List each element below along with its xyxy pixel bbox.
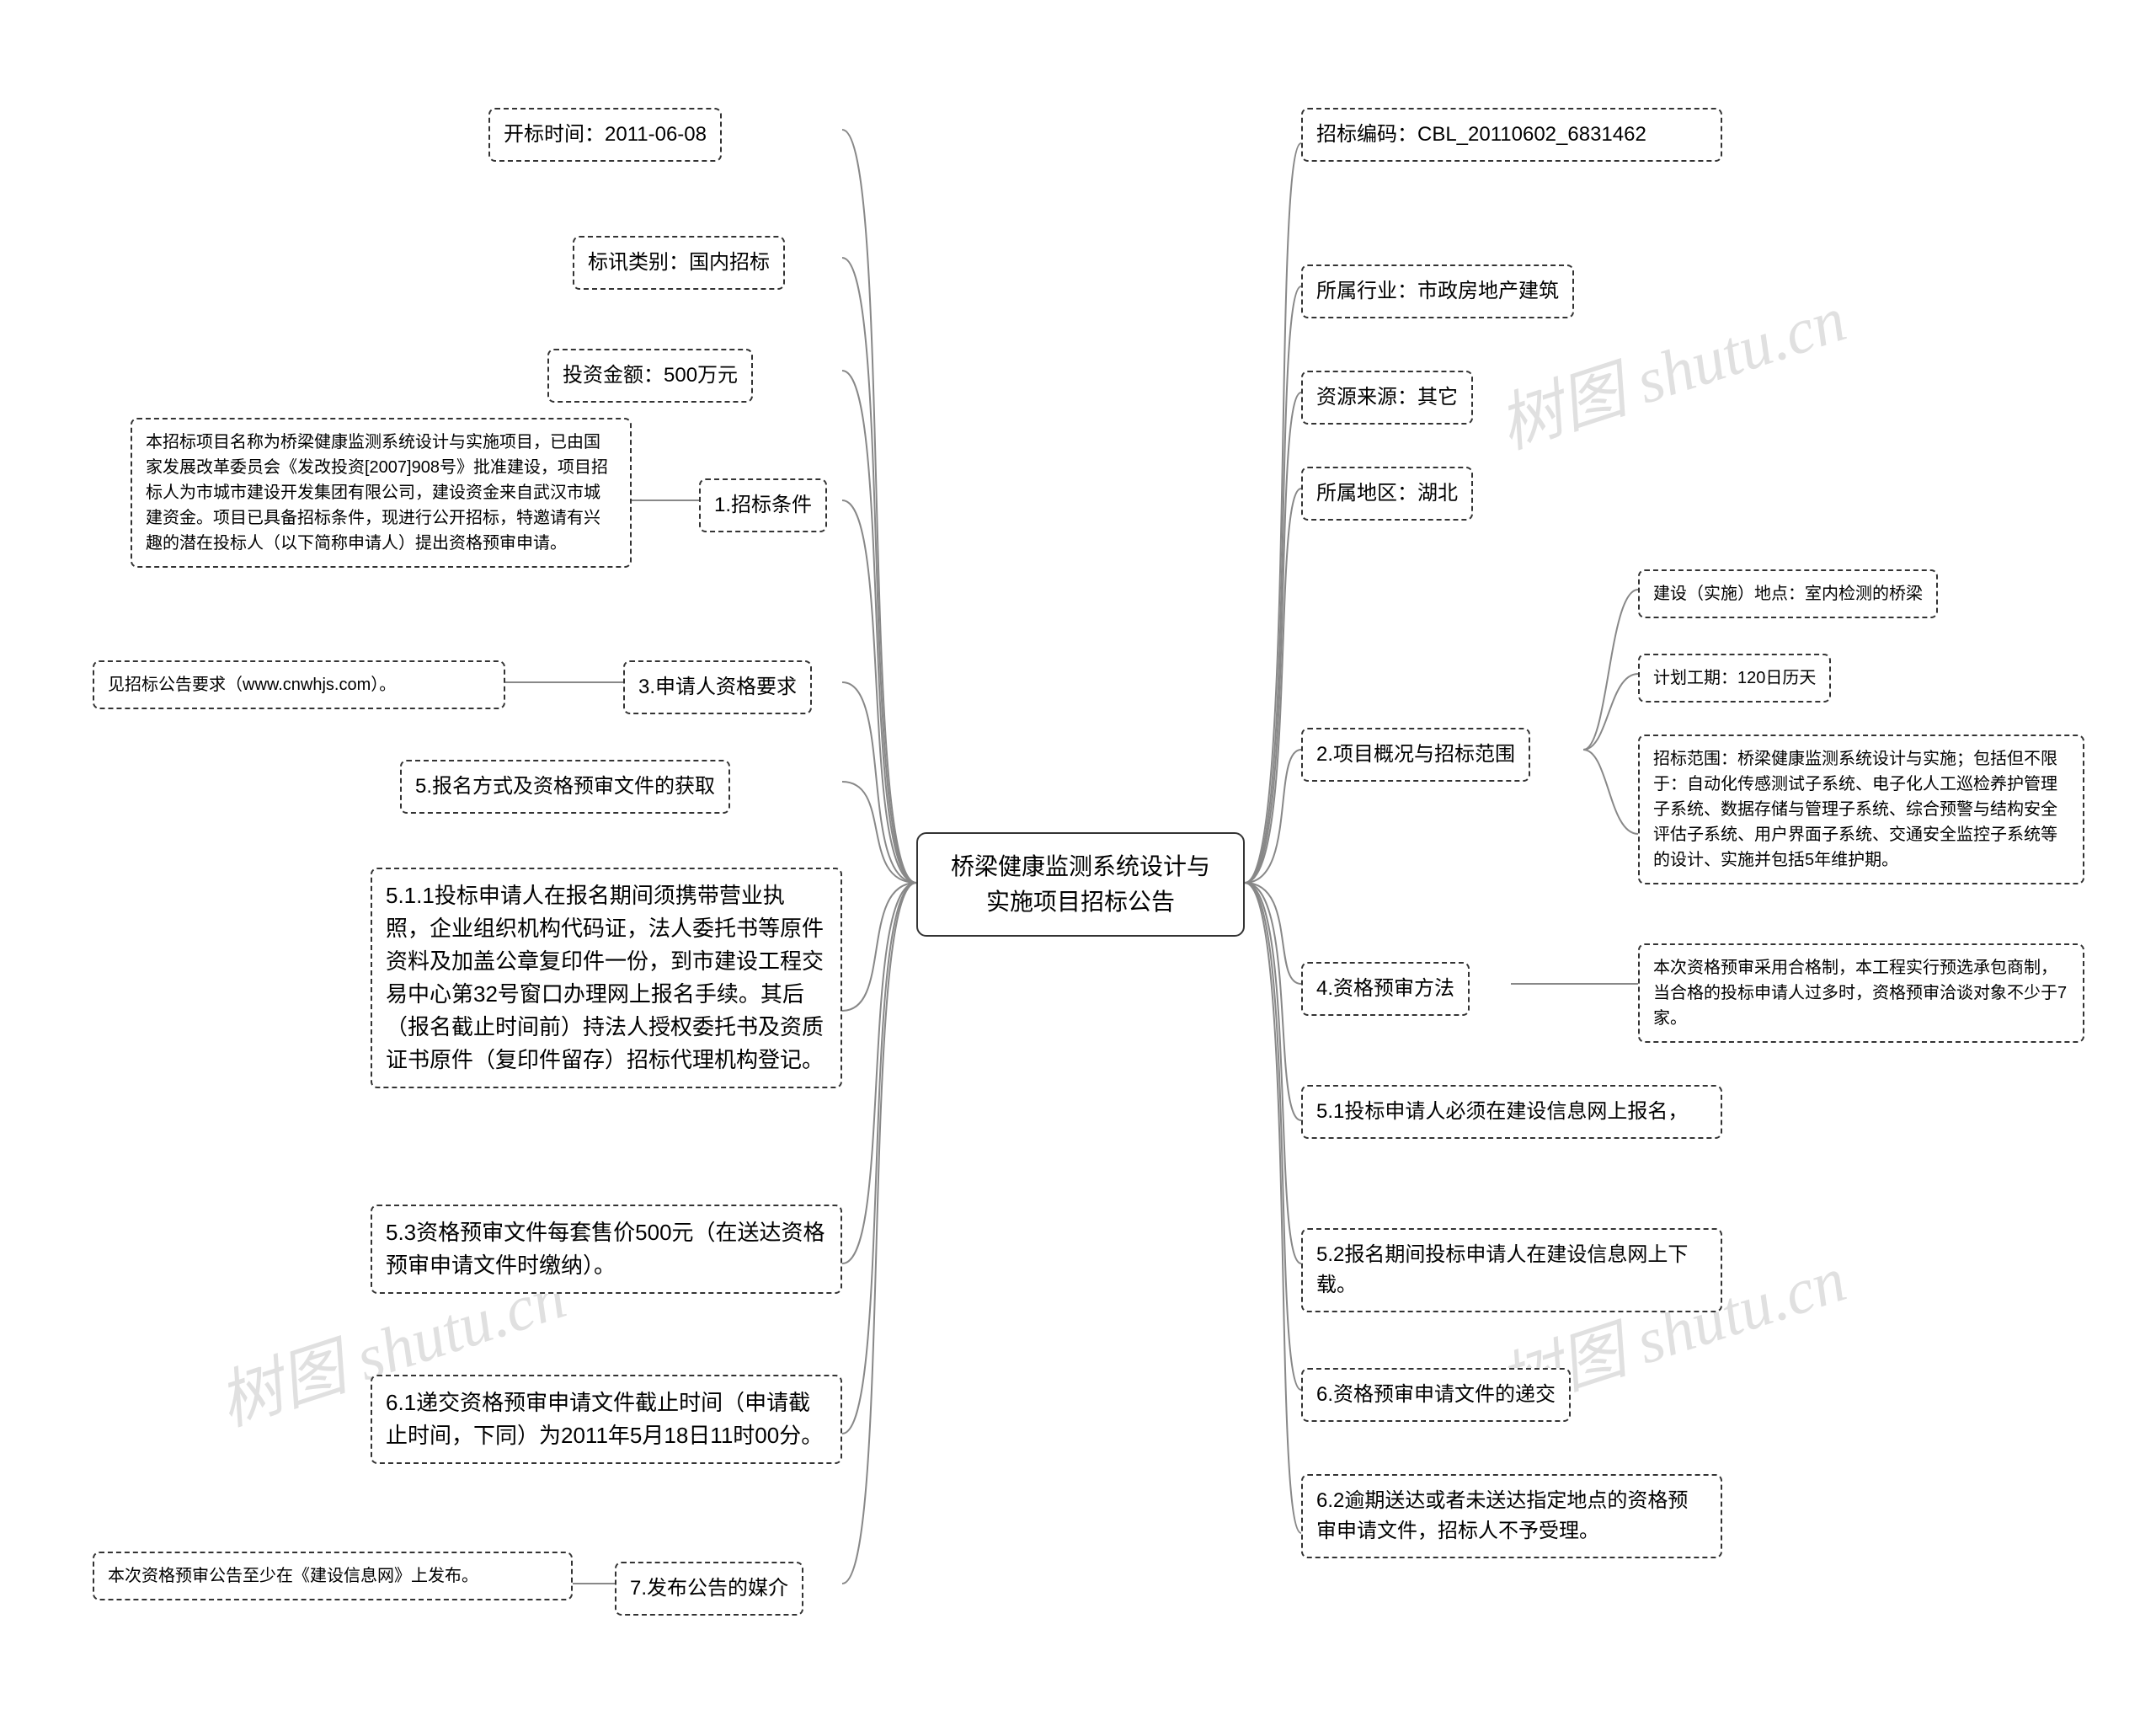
section6-title: 6.资格预审申请文件的递交 bbox=[1301, 1368, 1571, 1422]
section1-title: 1.招标条件 bbox=[699, 478, 827, 532]
region: 所属地区：湖北 bbox=[1301, 467, 1473, 521]
section2-scope: 招标范围：桥梁健康监测系统设计与实施；包括但不限于：自动化传感测试子系统、电子化… bbox=[1638, 735, 2084, 884]
section7-title-text: 7.发布公告的媒介 bbox=[630, 1577, 788, 1600]
section6-title-text: 6.资格预审申请文件的递交 bbox=[1316, 1383, 1556, 1406]
section5-2: 5.2报名期间投标申请人在建设信息网上下载。 bbox=[1301, 1228, 1722, 1312]
section5-1: 5.1投标申请人必须在建设信息网上报名， bbox=[1301, 1085, 1722, 1139]
section5-1-1-text: 5.1.1投标申请人在报名期间须携带营业执照，企业组织机构代码证，法人委托书等原… bbox=[386, 883, 824, 1072]
industry: 所属行业：市政房地产建筑 bbox=[1301, 264, 1574, 318]
section7-title: 7.发布公告的媒介 bbox=[615, 1562, 803, 1616]
open-time-text: 开标时间：2011-06-08 bbox=[504, 123, 707, 146]
section6-2: 6.2逾期送达或者未送达指定地点的资格预审申请文件，招标人不予受理。 bbox=[1301, 1474, 1722, 1558]
center-title-text: 桥梁健康监测系统设计与 实施项目招标公告 bbox=[937, 849, 1225, 920]
section2-scope-text: 招标范围：桥梁健康监测系统设计与实施；包括但不限于：自动化传感测试子系统、电子化… bbox=[1653, 750, 2057, 869]
section4-title-text: 4.资格预审方法 bbox=[1316, 977, 1454, 1000]
section5-1-text: 5.1投标申请人必须在建设信息网上报名， bbox=[1316, 1100, 1688, 1123]
bid-category-text: 标讯类别：国内招标 bbox=[588, 251, 770, 274]
bid-code: 招标编码：CBL_20110602_6831462 bbox=[1301, 108, 1722, 162]
section4-title: 4.资格预审方法 bbox=[1301, 962, 1470, 1016]
section2-title-text: 2.项目概况与招标范围 bbox=[1316, 743, 1515, 766]
region-text: 所属地区：湖北 bbox=[1316, 482, 1458, 505]
section2-title: 2.项目概况与招标范围 bbox=[1301, 728, 1530, 782]
section6-1-text: 6.1递交资格预审申请文件截止时间（申请截止时间，下同）为2011年5月18日1… bbox=[386, 1390, 823, 1448]
section4-body: 本次资格预审采用合格制，本工程实行预选承包商制，当合格的投标申请人过多时，资格预… bbox=[1638, 943, 2084, 1043]
section5-title-text: 5.报名方式及资格预审文件的获取 bbox=[415, 775, 715, 798]
source-text: 资源来源：其它 bbox=[1316, 386, 1458, 409]
section6-1: 6.1递交资格预审申请文件截止时间（申请截止时间，下同）为2011年5月18日1… bbox=[371, 1375, 842, 1464]
section1-body: 本招标项目名称为桥梁健康监测系统设计与实施项目，已由国家发展改革委员会《发改投资… bbox=[131, 418, 632, 568]
section7-body: 本次资格预审公告至少在《建设信息网》上发布。 bbox=[93, 1552, 573, 1600]
investment-text: 投资金额：500万元 bbox=[563, 364, 738, 387]
bid-category: 标讯类别：国内招标 bbox=[573, 236, 785, 290]
section1-body-text: 本招标项目名称为桥梁健康监测系统设计与实施项目，已由国家发展改革委员会《发改投资… bbox=[146, 433, 608, 553]
section2-duration: 计划工期：120日历天 bbox=[1638, 654, 1831, 703]
section4-body-text: 本次资格预审采用合格制，本工程实行预选承包商制，当合格的投标申请人过多时，资格预… bbox=[1653, 959, 2067, 1028]
investment: 投资金额：500万元 bbox=[547, 349, 753, 403]
section5-3: 5.3资格预审文件每套售价500元（在送达资格预审申请文件时缴纳）。 bbox=[371, 1205, 842, 1294]
section6-2-text: 6.2逾期送达或者未送达指定地点的资格预审申请文件，招标人不予受理。 bbox=[1316, 1489, 1688, 1542]
section2-location-text: 建设（实施）地点：室内检测的桥梁 bbox=[1653, 585, 1923, 603]
section7-body-text: 本次资格预审公告至少在《建设信息网》上发布。 bbox=[108, 1567, 478, 1585]
center-title: 桥梁健康监测系统设计与 实施项目招标公告 bbox=[916, 832, 1245, 937]
section2-duration-text: 计划工期：120日历天 bbox=[1653, 669, 1816, 687]
section3-title-text: 3.申请人资格要求 bbox=[638, 676, 797, 698]
section5-2-text: 5.2报名期间投标申请人在建设信息网上下载。 bbox=[1316, 1243, 1688, 1296]
source: 资源来源：其它 bbox=[1301, 371, 1473, 425]
section5-title: 5.报名方式及资格预审文件的获取 bbox=[400, 760, 730, 814]
section3-body-text: 见招标公告要求（www.cnwhjs.com）。 bbox=[108, 676, 396, 694]
section2-location: 建设（实施）地点：室内检测的桥梁 bbox=[1638, 569, 1938, 618]
industry-text: 所属行业：市政房地产建筑 bbox=[1316, 280, 1559, 302]
section1-title-text: 1.招标条件 bbox=[714, 494, 812, 516]
section3-title: 3.申请人资格要求 bbox=[623, 660, 812, 714]
section5-1-1: 5.1.1投标申请人在报名期间须携带营业执照，企业组织机构代码证，法人委托书等原… bbox=[371, 868, 842, 1088]
open-time: 开标时间：2011-06-08 bbox=[488, 108, 722, 162]
section3-body: 见招标公告要求（www.cnwhjs.com）。 bbox=[93, 660, 505, 709]
bid-code-text: 招标编码：CBL_20110602_6831462 bbox=[1316, 123, 1646, 146]
section5-3-text: 5.3资格预审文件每套售价500元（在送达资格预审申请文件时缴纳）。 bbox=[386, 1220, 825, 1278]
